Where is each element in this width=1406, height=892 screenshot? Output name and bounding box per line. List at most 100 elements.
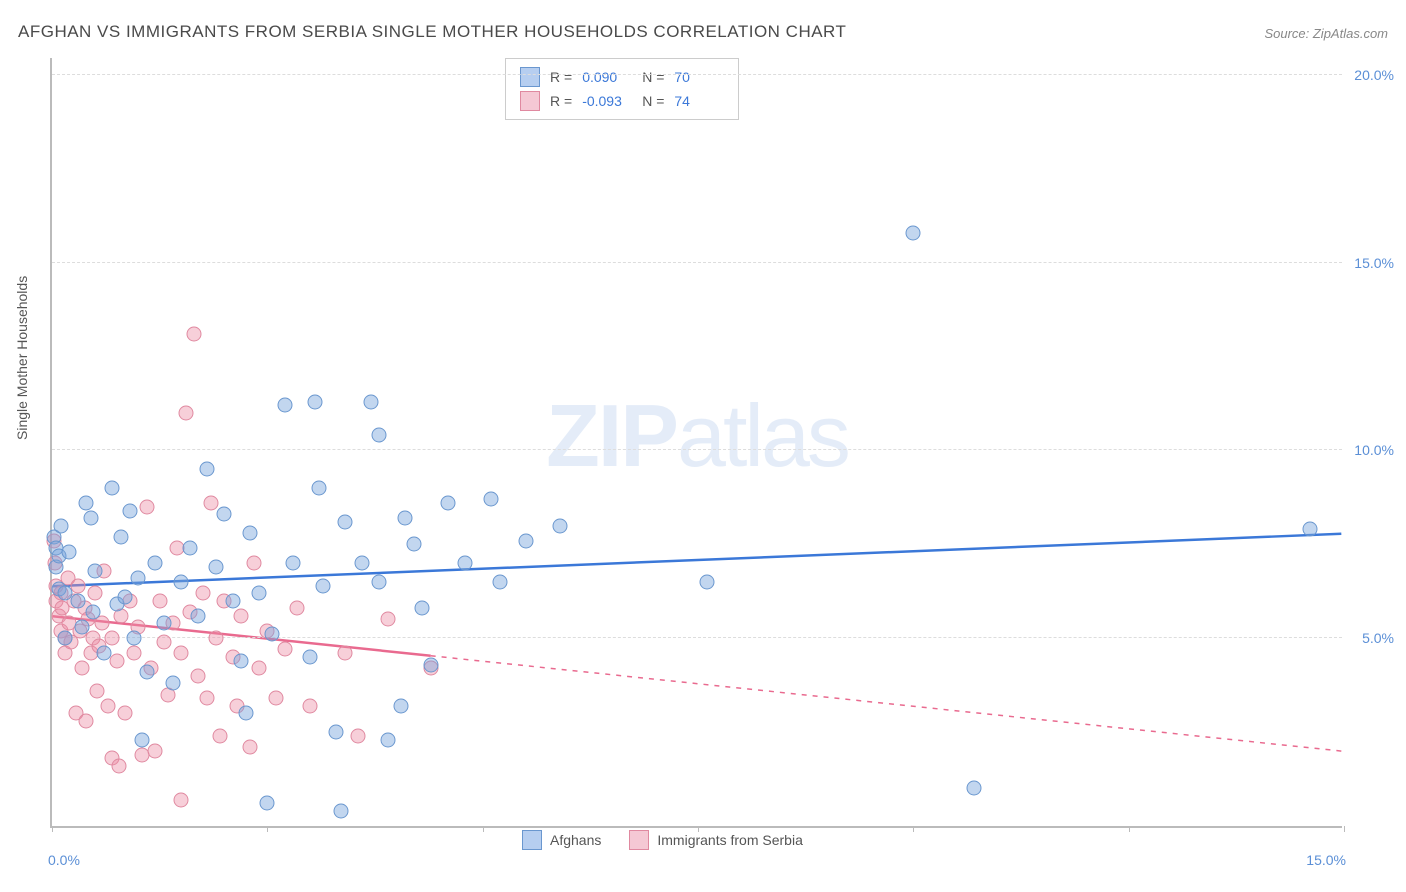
r-label: R = bbox=[550, 93, 572, 109]
data-point-serbia bbox=[247, 556, 262, 571]
data-point-serbia bbox=[118, 706, 133, 721]
stats-row-afghans: R = 0.090 N = 70 bbox=[520, 65, 724, 89]
data-point-afghans bbox=[699, 574, 714, 589]
stats-row-serbia: R = -0.093 N = 74 bbox=[520, 89, 724, 113]
x-tick bbox=[267, 826, 268, 832]
data-point-afghans bbox=[518, 533, 533, 548]
data-point-serbia bbox=[89, 683, 104, 698]
data-point-serbia bbox=[88, 586, 103, 601]
data-point-serbia bbox=[109, 653, 124, 668]
y-tick-label: 10.0% bbox=[1354, 442, 1394, 458]
data-point-afghans bbox=[182, 541, 197, 556]
data-point-serbia bbox=[187, 326, 202, 341]
n-label: N = bbox=[642, 93, 664, 109]
data-point-serbia bbox=[148, 743, 163, 758]
legend-label-afghans: Afghans bbox=[550, 832, 601, 848]
data-point-afghans bbox=[1302, 522, 1317, 537]
data-point-serbia bbox=[277, 642, 292, 657]
data-point-serbia bbox=[337, 646, 352, 661]
data-point-serbia bbox=[303, 698, 318, 713]
data-point-afghans bbox=[225, 593, 240, 608]
data-point-serbia bbox=[268, 691, 283, 706]
data-point-afghans bbox=[251, 586, 266, 601]
data-point-serbia bbox=[195, 586, 210, 601]
data-point-serbia bbox=[174, 646, 189, 661]
data-point-afghans bbox=[415, 601, 430, 616]
swatch-afghans bbox=[520, 67, 540, 87]
x-tick-label: 0.0% bbox=[48, 852, 80, 868]
legend-swatch-afghans bbox=[522, 830, 542, 850]
data-point-afghans bbox=[337, 514, 352, 529]
data-point-afghans bbox=[126, 631, 141, 646]
bottom-legend: Afghans Immigrants from Serbia bbox=[522, 830, 803, 850]
data-point-serbia bbox=[208, 631, 223, 646]
r-value-serbia: -0.093 bbox=[582, 93, 632, 109]
y-tick-label: 5.0% bbox=[1362, 630, 1394, 646]
data-point-afghans bbox=[393, 698, 408, 713]
data-point-afghans bbox=[191, 608, 206, 623]
data-point-serbia bbox=[70, 578, 85, 593]
data-point-afghans bbox=[380, 732, 395, 747]
data-point-afghans bbox=[260, 796, 275, 811]
data-point-afghans bbox=[62, 544, 77, 559]
trendline bbox=[53, 534, 1342, 586]
legend-swatch-serbia bbox=[629, 830, 649, 850]
data-point-afghans bbox=[372, 428, 387, 443]
chart-title: AFGHAN VS IMMIGRANTS FROM SERBIA SINGLE … bbox=[18, 22, 846, 42]
data-point-afghans bbox=[208, 559, 223, 574]
data-point-serbia bbox=[380, 612, 395, 627]
data-point-serbia bbox=[178, 405, 193, 420]
data-point-afghans bbox=[88, 563, 103, 578]
data-point-afghans bbox=[277, 398, 292, 413]
legend-item-afghans: Afghans bbox=[522, 830, 601, 850]
legend-item-serbia: Immigrants from Serbia bbox=[629, 830, 802, 850]
gridline: 20.0% bbox=[52, 74, 1342, 75]
n-label: N = bbox=[642, 69, 664, 85]
data-point-afghans bbox=[303, 649, 318, 664]
data-point-serbia bbox=[191, 668, 206, 683]
x-tick bbox=[1344, 826, 1345, 832]
data-point-serbia bbox=[243, 740, 258, 755]
data-point-afghans bbox=[398, 511, 413, 526]
swatch-serbia bbox=[520, 91, 540, 111]
plot-area: ZIPatlas R = 0.090 N = 70 R = -0.093 N =… bbox=[50, 58, 1342, 828]
data-point-afghans bbox=[234, 653, 249, 668]
data-point-serbia bbox=[290, 601, 305, 616]
data-point-afghans bbox=[423, 657, 438, 672]
data-point-afghans bbox=[406, 537, 421, 552]
data-point-afghans bbox=[553, 518, 568, 533]
data-point-afghans bbox=[286, 556, 301, 571]
data-point-serbia bbox=[350, 728, 365, 743]
data-point-afghans bbox=[363, 394, 378, 409]
data-point-afghans bbox=[329, 725, 344, 740]
x-tick bbox=[698, 826, 699, 832]
data-point-serbia bbox=[251, 661, 266, 676]
data-point-afghans bbox=[264, 627, 279, 642]
data-point-afghans bbox=[122, 503, 137, 518]
data-point-afghans bbox=[492, 574, 507, 589]
data-point-afghans bbox=[316, 578, 331, 593]
x-tick bbox=[52, 826, 53, 832]
data-point-afghans bbox=[217, 507, 232, 522]
data-point-afghans bbox=[966, 781, 981, 796]
data-point-afghans bbox=[906, 225, 921, 240]
data-point-afghans bbox=[243, 526, 258, 541]
source-attribution: Source: ZipAtlas.com bbox=[1264, 26, 1388, 41]
legend-label-serbia: Immigrants from Serbia bbox=[657, 832, 802, 848]
data-point-serbia bbox=[105, 631, 120, 646]
n-value-afghans: 70 bbox=[674, 69, 724, 85]
data-point-serbia bbox=[212, 728, 227, 743]
gridline: 5.0% bbox=[52, 637, 1342, 638]
data-point-serbia bbox=[156, 634, 171, 649]
data-point-afghans bbox=[238, 706, 253, 721]
data-point-afghans bbox=[355, 556, 370, 571]
data-point-afghans bbox=[53, 518, 68, 533]
data-point-afghans bbox=[83, 511, 98, 526]
data-point-afghans bbox=[118, 589, 133, 604]
data-point-afghans bbox=[174, 574, 189, 589]
data-point-serbia bbox=[139, 499, 154, 514]
data-point-afghans bbox=[57, 631, 72, 646]
y-tick-label: 20.0% bbox=[1354, 67, 1394, 83]
data-point-afghans bbox=[79, 495, 94, 510]
data-point-serbia bbox=[152, 593, 167, 608]
